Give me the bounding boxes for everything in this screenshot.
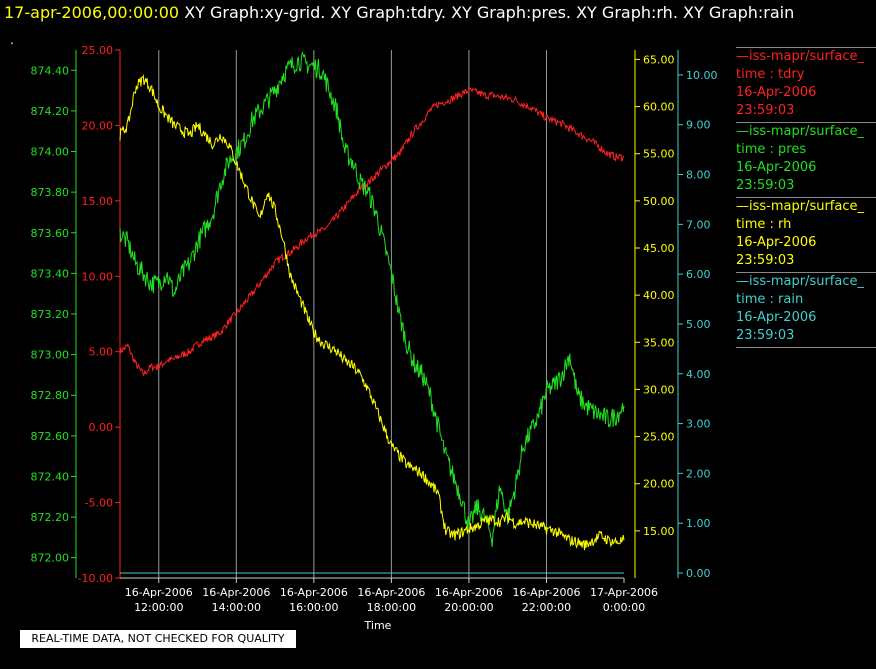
pres-tick-label: 873.80 bbox=[31, 186, 70, 199]
rain-tick-label: 2.00 bbox=[686, 467, 711, 480]
legend-entry-2: —iss-mapr/surface_time : rh 16-Apr-2006 23… bbox=[736, 197, 876, 272]
title-date: 17-apr-2006,00:00:00 bbox=[4, 3, 180, 22]
rain-tick-label: 9.00 bbox=[686, 119, 711, 132]
x-tick-label-date: 16-Apr-2006 bbox=[357, 586, 425, 599]
legend-var: time : rain bbox=[736, 292, 804, 307]
pres-tick-label: 872.60 bbox=[31, 430, 70, 443]
tdry-tick-label: 0.00 bbox=[89, 421, 114, 434]
pres-tick-label: 874.20 bbox=[31, 105, 70, 118]
legend-source: —iss-mapr/surface_ bbox=[736, 49, 865, 64]
legend-source: —iss-mapr/surface_ bbox=[736, 199, 865, 214]
tdry-tick-label: 25.00 bbox=[82, 44, 114, 57]
pres-tick-label: 872.40 bbox=[31, 470, 70, 483]
rain-tick-label: 7.00 bbox=[686, 218, 711, 231]
legend-var: time : pres bbox=[736, 142, 807, 157]
pres-tick-label: 873.00 bbox=[31, 349, 70, 362]
x-tick-label-time: 14:00:00 bbox=[212, 601, 261, 614]
rh-tick-label: 55.00 bbox=[643, 148, 675, 161]
legend-date: 16-Apr-2006 bbox=[736, 85, 817, 100]
series-line-tdry bbox=[119, 87, 625, 377]
legend-source: —iss-mapr/surface_ bbox=[736, 274, 865, 289]
x-tick-label-date: 16-Apr-2006 bbox=[435, 586, 503, 599]
tdry-tick-label: 5.00 bbox=[89, 346, 114, 359]
legend-var: time : rh bbox=[736, 217, 792, 232]
legend-time: 23:59:03 bbox=[736, 103, 795, 118]
legend-date: 16-Apr-2006 bbox=[736, 235, 817, 250]
series-line-rh bbox=[119, 74, 625, 551]
pres-tick-label: 872.00 bbox=[31, 552, 70, 565]
legend-entry-0: —iss-mapr/surface_time : tdry 16-Apr-2006… bbox=[736, 47, 876, 122]
legend-entry-1: —iss-mapr/surface_time : pres 16-Apr-2006… bbox=[736, 122, 876, 197]
rain-tick-label: 1.00 bbox=[686, 517, 711, 530]
pres-tick-label: 874.00 bbox=[31, 146, 70, 159]
rh-tick-label: 45.00 bbox=[643, 242, 675, 255]
quality-banner: REAL-TIME DATA, NOT CHECKED FOR QUALITY bbox=[20, 630, 296, 648]
legend-end-rule bbox=[736, 347, 876, 350]
rain-tick-label: 8.00 bbox=[686, 169, 711, 182]
pres-tick-label: 872.20 bbox=[31, 511, 70, 524]
tdry-tick-label: -10.00 bbox=[78, 572, 113, 585]
rh-tick-label: 65.00 bbox=[643, 53, 675, 66]
pres-tick-label: 873.40 bbox=[31, 267, 70, 280]
tdry-tick-label: -5.00 bbox=[85, 497, 113, 510]
rain-tick-label: 10.00 bbox=[686, 69, 718, 82]
x-tick-label-time: 20:00:00 bbox=[444, 601, 493, 614]
legend-time: 23:59:03 bbox=[736, 328, 795, 343]
pres-tick-label: 874.40 bbox=[31, 64, 70, 77]
rain-tick-label: 4.00 bbox=[686, 368, 711, 381]
rh-tick-label: 50.00 bbox=[643, 195, 675, 208]
rh-tick-label: 30.00 bbox=[643, 383, 675, 396]
x-tick-label-time: 16:00:00 bbox=[289, 601, 338, 614]
title-dot: . bbox=[10, 33, 14, 47]
legend-time: 23:59:03 bbox=[736, 178, 795, 193]
legend-entry-3: —iss-mapr/surface_time : rain 16-Apr-2006… bbox=[736, 272, 876, 347]
rain-tick-label: 3.00 bbox=[686, 418, 711, 431]
x-tick-label-time: 12:00:00 bbox=[134, 601, 183, 614]
x-tick-label-date: 16-Apr-2006 bbox=[512, 586, 580, 599]
legend-time: 23:59:03 bbox=[736, 253, 795, 268]
x-tick-label-date: 16-Apr-2006 bbox=[125, 586, 193, 599]
legend-source: —iss-mapr/surface_ bbox=[736, 124, 865, 139]
x-axis-label: Time bbox=[364, 619, 392, 632]
pres-tick-label: 873.20 bbox=[31, 308, 70, 321]
title-graphs: XY Graph:xy-grid. XY Graph:tdry. XY Grap… bbox=[184, 3, 795, 22]
rh-tick-label: 25.00 bbox=[643, 431, 675, 444]
legend-date: 16-Apr-2006 bbox=[736, 160, 817, 175]
x-tick-label-date: 17-Apr-2006 bbox=[590, 586, 658, 599]
tdry-tick-label: 10.00 bbox=[82, 270, 114, 283]
legend: —iss-mapr/surface_ time : tdry 16-Apr-2006… bbox=[736, 47, 876, 350]
x-tick-label-time: 0:00:00 bbox=[603, 601, 645, 614]
pres-tick-label: 872.80 bbox=[31, 389, 70, 402]
x-tick-label-date: 16-Apr-2006 bbox=[202, 586, 270, 599]
x-tick-label-time: 22:00:00 bbox=[522, 601, 571, 614]
window-title: 17-apr-2006,00:00:00 XY Graph:xy-grid. X… bbox=[4, 3, 794, 22]
rh-tick-label: 35.00 bbox=[643, 336, 675, 349]
rh-tick-label: 60.00 bbox=[643, 101, 675, 114]
x-tick-label-time: 18:00:00 bbox=[367, 601, 416, 614]
rh-tick-label: 15.00 bbox=[643, 525, 675, 538]
legend-date: 16-Apr-2006 bbox=[736, 310, 817, 325]
rh-tick-label: 40.00 bbox=[643, 289, 675, 302]
pres-tick-label: 873.60 bbox=[31, 227, 70, 240]
x-tick-label-date: 16-Apr-2006 bbox=[280, 586, 348, 599]
rain-tick-label: 0.00 bbox=[686, 567, 711, 580]
series-line-pres bbox=[119, 50, 625, 547]
legend-var: time : tdry bbox=[736, 67, 805, 82]
rain-tick-label: 5.00 bbox=[686, 318, 711, 331]
rh-tick-label: 20.00 bbox=[643, 478, 675, 491]
tdry-tick-label: 20.00 bbox=[82, 119, 114, 132]
tdry-tick-label: 15.00 bbox=[82, 195, 114, 208]
rain-tick-label: 6.00 bbox=[686, 268, 711, 281]
